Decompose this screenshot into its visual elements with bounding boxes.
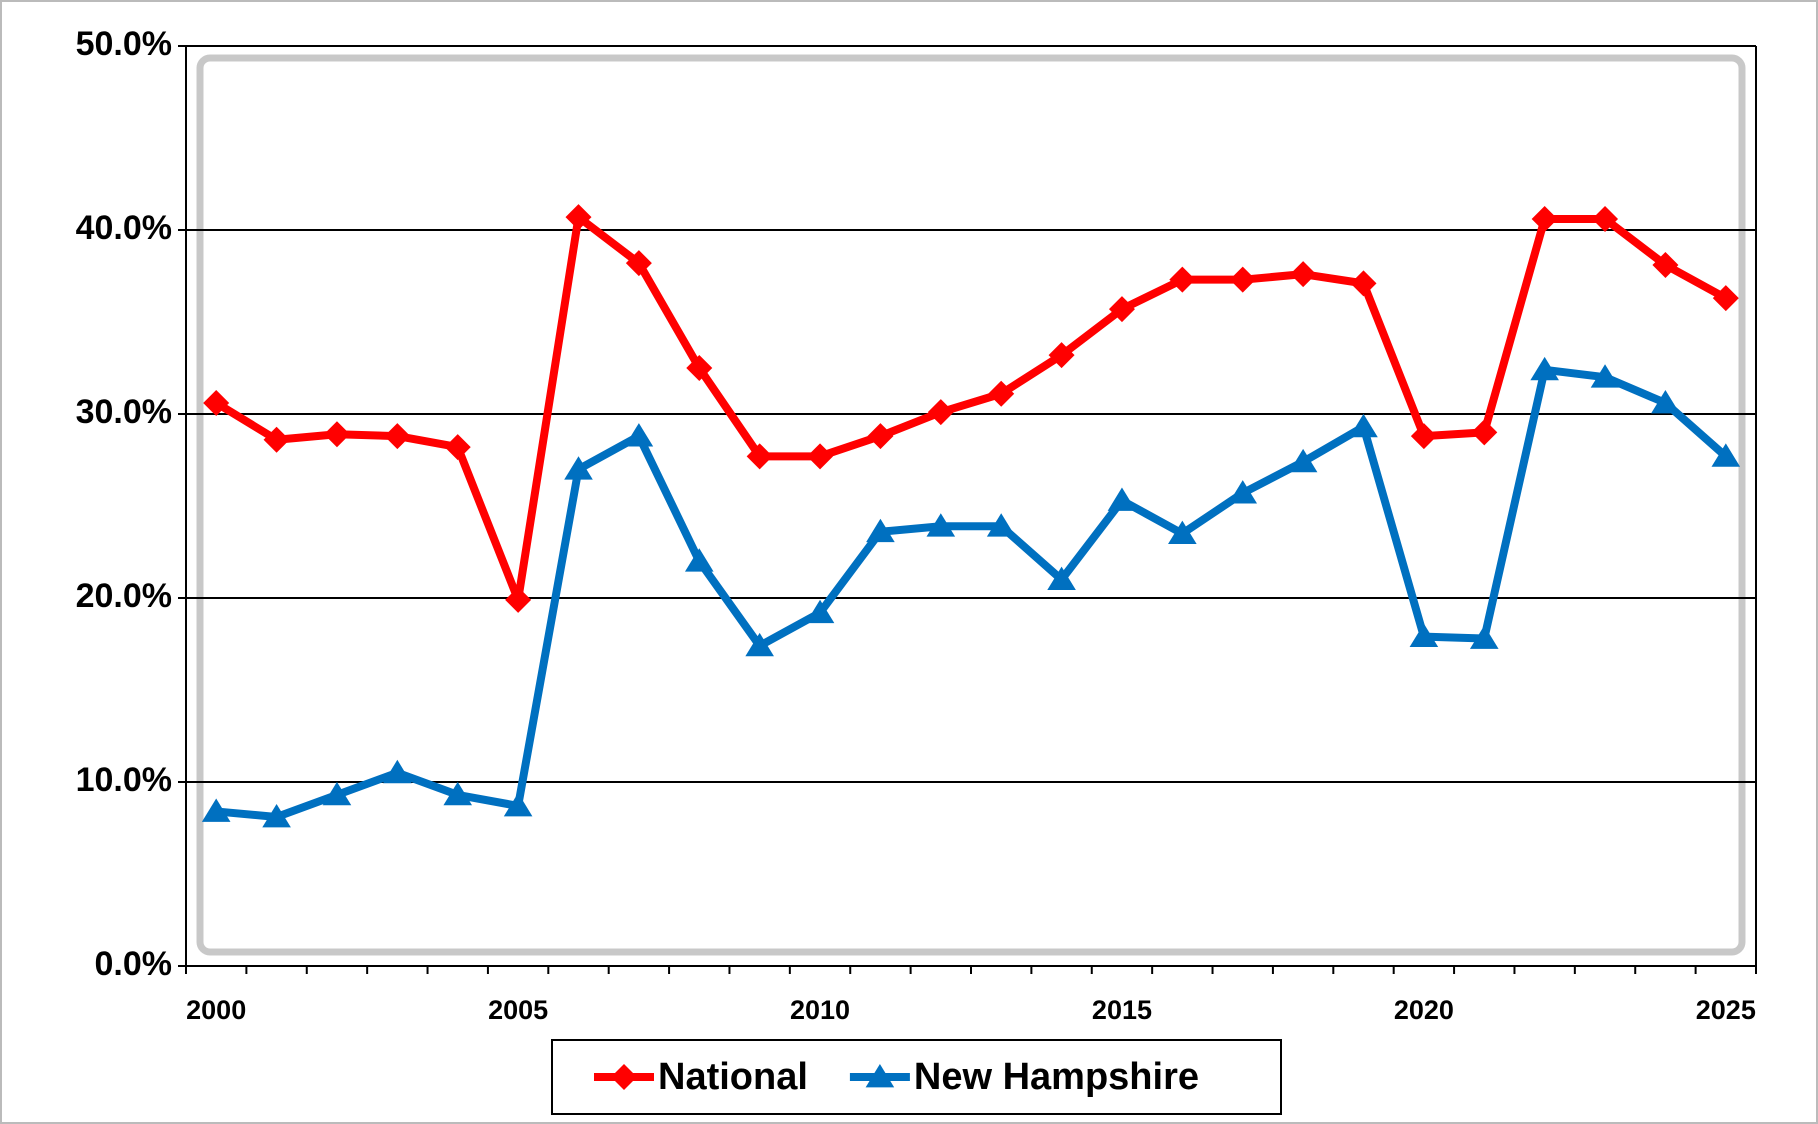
diamond-marker <box>1229 266 1256 293</box>
triangle-marker <box>1469 625 1499 649</box>
plot-frame <box>196 54 1746 956</box>
y-tick-label: 20.0% <box>76 577 172 615</box>
diamond-marker <box>927 399 954 426</box>
triangle-marker <box>1288 448 1318 473</box>
diamond-marker <box>807 443 834 470</box>
diamond-marker <box>1652 251 1679 278</box>
triangle-marker <box>443 781 473 806</box>
x-tick-label: 2015 <box>1092 995 1152 1025</box>
triangle-marker <box>1107 487 1137 511</box>
diamond-marker <box>1108 296 1135 323</box>
diamond-marker <box>1169 266 1196 293</box>
diamond-marker <box>867 423 894 450</box>
triangle-marker <box>805 599 835 624</box>
triangle-marker <box>866 518 895 543</box>
triangle-marker <box>1530 356 1559 381</box>
diamond-marker <box>1290 261 1317 288</box>
triangle-marker <box>1047 566 1076 590</box>
diamond-marker <box>384 423 411 450</box>
diamond-marker <box>611 1064 637 1090</box>
diamond-marker <box>686 355 713 381</box>
triangle-marker <box>322 781 352 806</box>
diamond-marker <box>1410 423 1437 450</box>
diamond-marker <box>988 380 1015 407</box>
legend-box <box>551 1039 1282 1115</box>
diamond-marker <box>444 434 471 461</box>
diamond-marker <box>323 421 350 448</box>
x-tick-label: 2025 <box>1696 995 1756 1025</box>
triangle-marker <box>1651 389 1680 414</box>
x-tick-label: 2005 <box>488 995 548 1025</box>
diamond-marker <box>1048 342 1075 369</box>
diamond-marker <box>1531 205 1558 232</box>
triangle-marker <box>1711 443 1741 467</box>
diamond-marker <box>1350 270 1377 297</box>
legend-label: New Hampshire <box>914 1056 1199 1098</box>
triangle-marker <box>684 548 714 572</box>
y-tick-label: 0.0% <box>95 945 173 983</box>
triangle-marker <box>926 513 956 537</box>
diamond-marker <box>1592 205 1619 232</box>
diamond-marker <box>203 389 230 416</box>
triangle-marker <box>1409 623 1439 648</box>
diamond-marker <box>746 443 773 470</box>
triangle-marker <box>201 798 231 822</box>
triangle-marker <box>1349 413 1378 438</box>
triangle-marker <box>624 423 654 447</box>
diamond-marker <box>1471 419 1498 446</box>
triangle-marker <box>262 803 291 828</box>
y-tick-label: 30.0% <box>76 393 172 431</box>
diamond-marker <box>625 250 652 277</box>
y-tick-label: 10.0% <box>76 761 172 799</box>
x-tick-label: 2010 <box>790 995 850 1025</box>
series-line <box>215 365 1729 821</box>
diamond-marker <box>263 426 290 453</box>
triangle-marker <box>986 513 1016 537</box>
triangle-marker <box>1228 480 1258 504</box>
y-tick-label: 40.0% <box>76 209 172 247</box>
triangle-marker <box>383 759 412 784</box>
y-tick-label: 50.0% <box>76 25 172 63</box>
x-tick-label: 2020 <box>1394 995 1454 1025</box>
triangle-marker <box>865 1064 895 1088</box>
legend-label: National <box>658 1056 808 1098</box>
triangle-marker <box>745 632 774 657</box>
diamond-marker <box>505 586 532 613</box>
diamond-marker <box>1712 285 1739 312</box>
triangle-marker <box>1590 364 1620 388</box>
triangle-marker <box>503 792 533 817</box>
x-tick-label: 2000 <box>186 995 246 1025</box>
triangle-marker <box>1168 520 1197 544</box>
triangle-marker <box>564 456 593 480</box>
diamond-marker <box>565 204 592 231</box>
